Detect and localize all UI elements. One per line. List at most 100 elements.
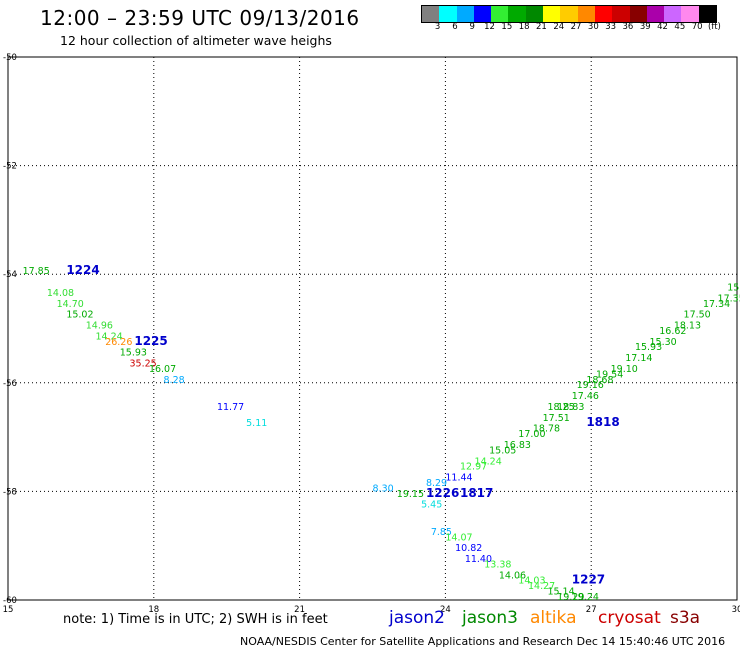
pass-time-label: 1224 — [66, 263, 99, 277]
color-scale-label: 39 — [639, 22, 651, 32]
footer-credit: NOAA/NESDIS Center for Satellite Applica… — [240, 635, 726, 648]
wave-height-label: 10.82 — [455, 543, 482, 554]
wave-height-label: 19.24 — [572, 592, 599, 603]
lon-tick-label: 30 — [732, 605, 740, 615]
wave-height-label: 15.05 — [489, 445, 516, 456]
lon-tick-label: 21 — [294, 605, 305, 615]
wave-height-label: 14.03 — [518, 576, 545, 587]
legend-jason3: jason3 — [462, 608, 518, 628]
wave-height-label: 14.27 — [528, 581, 555, 592]
color-scale-label: 21 — [536, 22, 547, 32]
color-swatch — [646, 6, 665, 22]
color-swatch — [543, 6, 561, 22]
color-scale-label: 18 — [518, 22, 530, 32]
wave-height-label: 18.13 — [674, 321, 701, 332]
color-scale-bar — [421, 5, 718, 23]
color-swatch — [508, 6, 526, 22]
lat-tick-label: -60 — [3, 596, 17, 606]
color-swatch — [698, 6, 717, 22]
wave-height-label: 14.08 — [47, 288, 74, 299]
color-scale-label: 24 — [553, 22, 565, 32]
footer-note: note: 1) Time is in UTC; 2) SWH is in fe… — [63, 612, 328, 627]
wave-height-label: 5.11 — [246, 418, 267, 429]
color-scale-label: 15 — [501, 22, 513, 32]
wave-height-label: 15.93 — [120, 348, 147, 359]
wave-height-label: 17.35 — [718, 293, 740, 304]
wave-height-label: 15. — [727, 282, 740, 293]
pass-time-label: 1817 — [460, 486, 493, 500]
wave-height-label: 18.83 — [557, 402, 584, 413]
color-scale-label: 27 — [570, 22, 582, 32]
wave-height-label: 15.93 — [635, 342, 662, 353]
color-scale-label: 6 — [452, 22, 458, 32]
wave-height-label: 14.96 — [86, 321, 113, 332]
wave-height-label: 14.24 — [475, 456, 502, 467]
lat-tick-label: -58 — [3, 487, 17, 497]
wave-height-label: 17.46 — [572, 391, 599, 402]
wave-height-label: 19.10 — [611, 364, 638, 375]
color-scale-label: 45 — [674, 22, 686, 32]
color-swatch — [525, 6, 544, 22]
color-swatch — [577, 6, 595, 22]
pass-time-label: 1818 — [586, 415, 619, 429]
wave-height-label: 5.45 — [421, 500, 442, 511]
lon-tick-label: 15 — [3, 605, 14, 615]
wave-height-label: 11.44 — [445, 473, 472, 484]
wave-height-label: 18.25 — [547, 402, 574, 413]
wave-height-label: 16.62 — [659, 326, 686, 337]
lat-tick-label: -56 — [3, 379, 17, 389]
wave-height-label: 17.50 — [684, 310, 711, 321]
wave-height-label: 16.07 — [149, 364, 176, 375]
wave-height-label: 8.30 — [373, 483, 394, 494]
wave-height-label: 19.15 — [397, 489, 424, 500]
lon-tick-label: 18 — [148, 605, 159, 615]
map-subtitle: 12 hour collection of altimeter wave hei… — [60, 33, 332, 48]
wave-height-label: 15.02 — [66, 310, 93, 321]
wave-height-label: 16.83 — [504, 440, 531, 451]
wave-height-label: 12.97 — [460, 462, 487, 473]
lon-tick-label: 27 — [586, 605, 597, 615]
wave-height-label: 17.51 — [543, 413, 570, 424]
wave-height-label: 14.70 — [57, 299, 84, 310]
color-scale-label: 33 — [605, 22, 617, 32]
wave-height-label: 18.68 — [586, 375, 613, 386]
color-swatch — [491, 6, 509, 22]
map-title: 12:00 – 23:59 UTC 09/13/2016 — [40, 6, 360, 30]
wave-height-label: 19.29 — [557, 592, 584, 603]
wave-height-label: 35.25 — [130, 359, 157, 370]
legend-jason2: jason2 — [389, 608, 445, 628]
color-swatch — [681, 6, 699, 22]
wave-height-label: 17.00 — [518, 429, 545, 440]
wave-height-label: 11.77 — [217, 402, 244, 413]
wave-height-label: 14.24 — [95, 331, 122, 342]
color-scale-label: 36 — [622, 22, 634, 32]
color-swatch — [560, 6, 578, 22]
wave-height-label: 19.16 — [577, 380, 604, 391]
wave-height-label: 17.34 — [703, 299, 730, 310]
wave-height-label: 26.26 — [105, 337, 132, 348]
wave-height-label: 8.28 — [164, 375, 185, 386]
lat-tick-label: -52 — [3, 162, 17, 172]
color-swatch — [456, 6, 474, 22]
legend-s3a: s3a — [670, 608, 701, 628]
color-swatch — [439, 6, 457, 22]
color-scale-label: (ft) — [708, 22, 721, 32]
color-swatch — [664, 6, 682, 22]
pass-time-label: 1226 — [426, 486, 459, 500]
wave-height-label: 17.14 — [625, 353, 652, 364]
wave-height-label: 15.14 — [547, 587, 574, 598]
map-frame — [7, 56, 738, 601]
wave-height-label: 17.85 — [23, 266, 50, 277]
wave-height-label: 14.06 — [499, 570, 526, 581]
color-scale-label: 30 — [587, 22, 599, 32]
wave-height-label: 11.40 — [465, 554, 492, 565]
color-scale-label: 9 — [469, 22, 475, 32]
pass-time-label: 1225 — [134, 334, 167, 348]
color-swatch — [473, 6, 492, 22]
color-scale-label: 12 — [484, 22, 495, 32]
pass-time-label: 1227 — [572, 573, 605, 587]
wave-height-label: 13.38 — [484, 559, 511, 570]
color-swatch — [422, 6, 440, 22]
color-swatch — [612, 6, 630, 22]
wave-height-label: 8.29 — [426, 478, 447, 489]
